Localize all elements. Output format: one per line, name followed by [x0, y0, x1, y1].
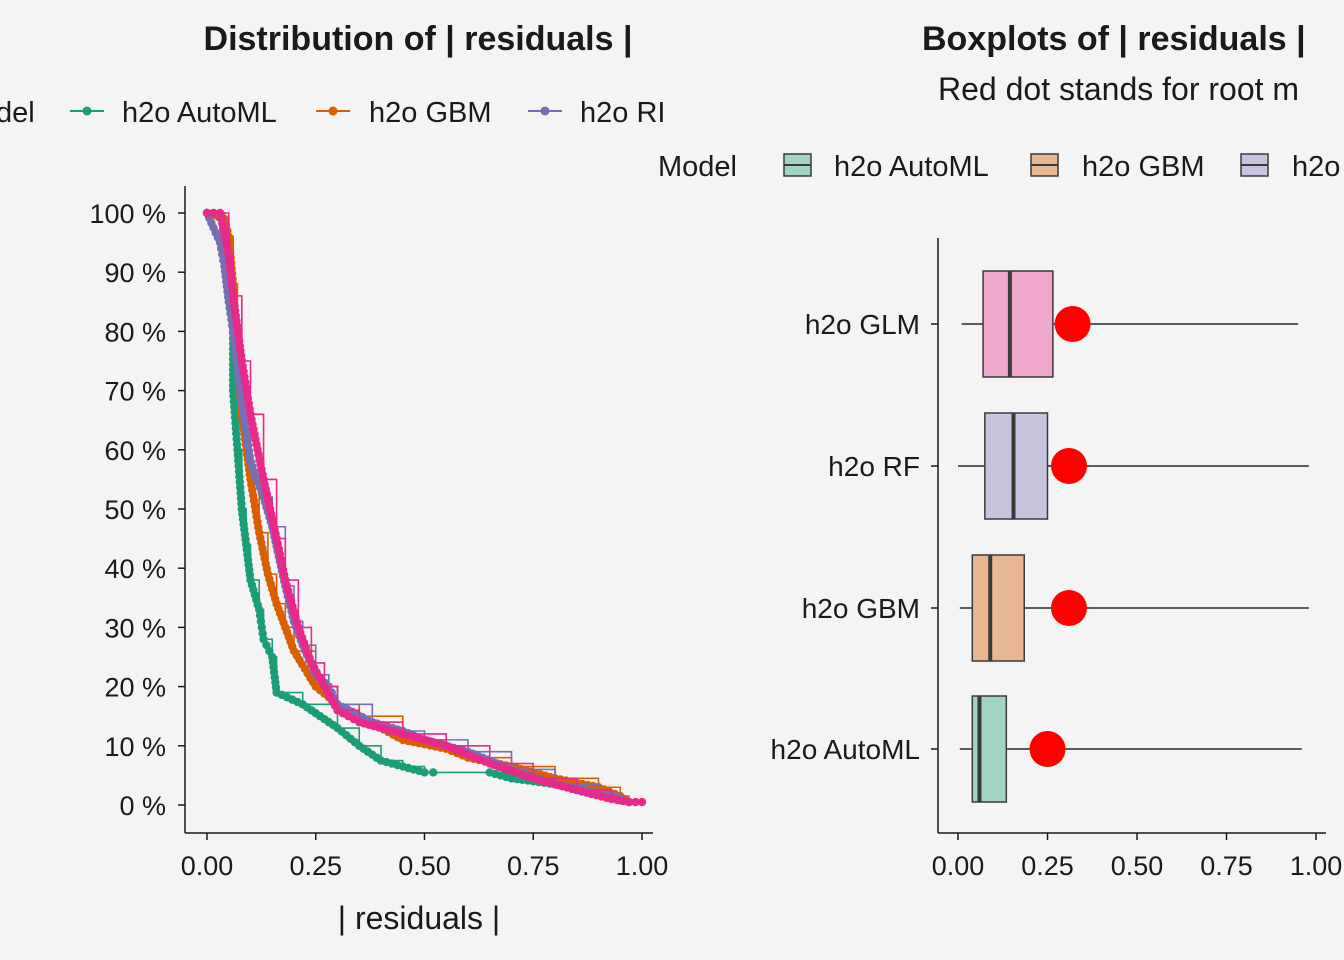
ecdf-y-tick-label: 60 % — [104, 436, 166, 466]
ecdf-y-tick-label: 10 % — [104, 732, 166, 762]
boxplot-legend-key-automl[interactable]: h2o AutoML — [783, 151, 989, 183]
boxplot-legend-key-gbm[interactable]: h2o GBM — [1030, 151, 1205, 183]
ecdf-y-tick-label: 70 % — [104, 377, 166, 407]
ecdf-x-ticks: 0.00 0.25 0.50 0.75 1.00 — [181, 833, 669, 881]
boxplot-subtitle: Red dot stands for root m — [938, 71, 1299, 107]
ecdf-point — [202, 208, 212, 218]
ecdf-legend-key-automl[interactable]: h2o AutoML — [70, 97, 277, 129]
ecdf-x-tick-label: 0.75 — [507, 851, 560, 881]
ecdf-panel: Distribution of | residuals | del h2o Au… — [0, 20, 668, 936]
boxplot-legend-label-third: h2o — [1292, 151, 1340, 183]
ecdf-legend-key-gbm[interactable]: h2o GBM — [316, 97, 492, 129]
boxplot-rmse-dot — [1029, 731, 1066, 767]
boxplot-boxes-group: h2o GLM h2o RF h2o GBM h2o AutoML — [771, 270, 1309, 803]
ecdf-point — [631, 797, 640, 807]
boxplot-iqr-box — [971, 695, 1008, 803]
ecdf-legend-dot — [328, 106, 338, 116]
boxplot-x-ticks: 0.00 0.25 0.50 0.75 1.00 — [932, 833, 1343, 881]
ecdf-legend-dot — [82, 106, 92, 116]
ecdf-y-tick-label: 100 % — [89, 199, 166, 229]
boxplot-x-tick-label: 1.00 — [1290, 851, 1343, 881]
boxplot-legend-label-gbm: h2o GBM — [1082, 151, 1205, 183]
boxplot-rmse-dot — [1054, 306, 1091, 342]
boxplot-panel: Boxplots of | residuals | Red dot stands… — [658, 20, 1342, 881]
ecdf-y-tick-label: 0 % — [119, 791, 166, 821]
boxplot-category-label: h2o GLM — [805, 309, 920, 340]
boxplot-rmse-dot — [1050, 448, 1087, 484]
ecdf-y-tick-label: 50 % — [104, 495, 166, 525]
ecdf-series-group — [202, 208, 647, 807]
ecdf-y-tick-label: 30 % — [104, 613, 166, 643]
boxplot-rmse-dot — [1050, 590, 1087, 626]
ecdf-series-h2o-glm — [202, 208, 647, 807]
ecdf-legend-label-rf: h2o RI — [580, 97, 665, 129]
boxplot-box-h2o-glm: h2o GLM — [805, 270, 1299, 378]
ecdf-y-tick-label: 20 % — [104, 673, 166, 703]
ecdf-legend-dot — [540, 106, 550, 116]
ecdf-y-tick-label: 90 % — [104, 258, 166, 288]
ecdf-legend-key-rf[interactable]: h2o RI — [528, 97, 665, 129]
boxplot-legend: Model h2o AutoML h2o GBM h2o — [658, 151, 1340, 183]
boxplot-title: Boxplots of | residuals | — [922, 20, 1306, 58]
ecdf-legend-label-automl: h2o AutoML — [122, 97, 277, 129]
boxplot-box-h2o-rf: h2o RF — [828, 412, 1309, 520]
ecdf-point — [429, 768, 438, 777]
boxplot-legend-label-automl: h2o AutoML — [834, 151, 989, 183]
boxplot-x-tick-label: 0.00 — [932, 851, 985, 881]
ecdf-legend: del h2o AutoML h2o GBM h2o RI — [0, 97, 665, 129]
ecdf-y-tick-label: 40 % — [104, 554, 166, 584]
boxplot-category-label: h2o AutoML — [771, 734, 920, 765]
ecdf-point — [209, 208, 218, 218]
boxplot-x-tick-label: 0.50 — [1111, 851, 1164, 881]
boxplot-category-label: h2o GBM — [802, 593, 920, 624]
ecdf-x-axis-title: | residuals | — [338, 900, 500, 936]
ecdf-y-tick-label: 80 % — [104, 317, 166, 347]
ecdf-point — [624, 797, 634, 807]
ecdf-title: Distribution of | residuals | — [204, 20, 633, 58]
ecdf-x-tick-label: 0.25 — [289, 851, 342, 881]
boxplot-legend-title: Model — [658, 151, 737, 183]
ecdf-legend-title: del — [0, 97, 35, 129]
ecdf-x-tick-label: 0.50 — [398, 851, 451, 881]
boxplot-x-tick-label: 0.75 — [1200, 851, 1253, 881]
ecdf-point — [637, 797, 647, 807]
ecdf-x-tick-label: 0.00 — [181, 851, 234, 881]
boxplot-box-h2o-automl: h2o AutoML — [771, 695, 1302, 803]
boxplot-iqr-box — [971, 554, 1025, 662]
boxplot-box-h2o-gbm: h2o GBM — [802, 554, 1309, 662]
boxplot-x-tick-label: 0.25 — [1021, 851, 1074, 881]
ecdf-x-tick-label: 1.00 — [616, 851, 669, 881]
boxplot-legend-key-third[interactable]: h2o — [1240, 151, 1340, 183]
ecdf-point — [420, 768, 429, 777]
boxplot-category-label: h2o RF — [828, 451, 920, 482]
ecdf-legend-label-gbm: h2o GBM — [369, 97, 492, 129]
boxplot-iqr-box — [984, 412, 1049, 520]
boxplot-iqr-box — [982, 270, 1054, 378]
ecdf-y-ticks: 0 % 10 % 20 % 30 % 40 % 50 % 60 % 70 % 80 % 90 % 1… — [89, 199, 185, 821]
